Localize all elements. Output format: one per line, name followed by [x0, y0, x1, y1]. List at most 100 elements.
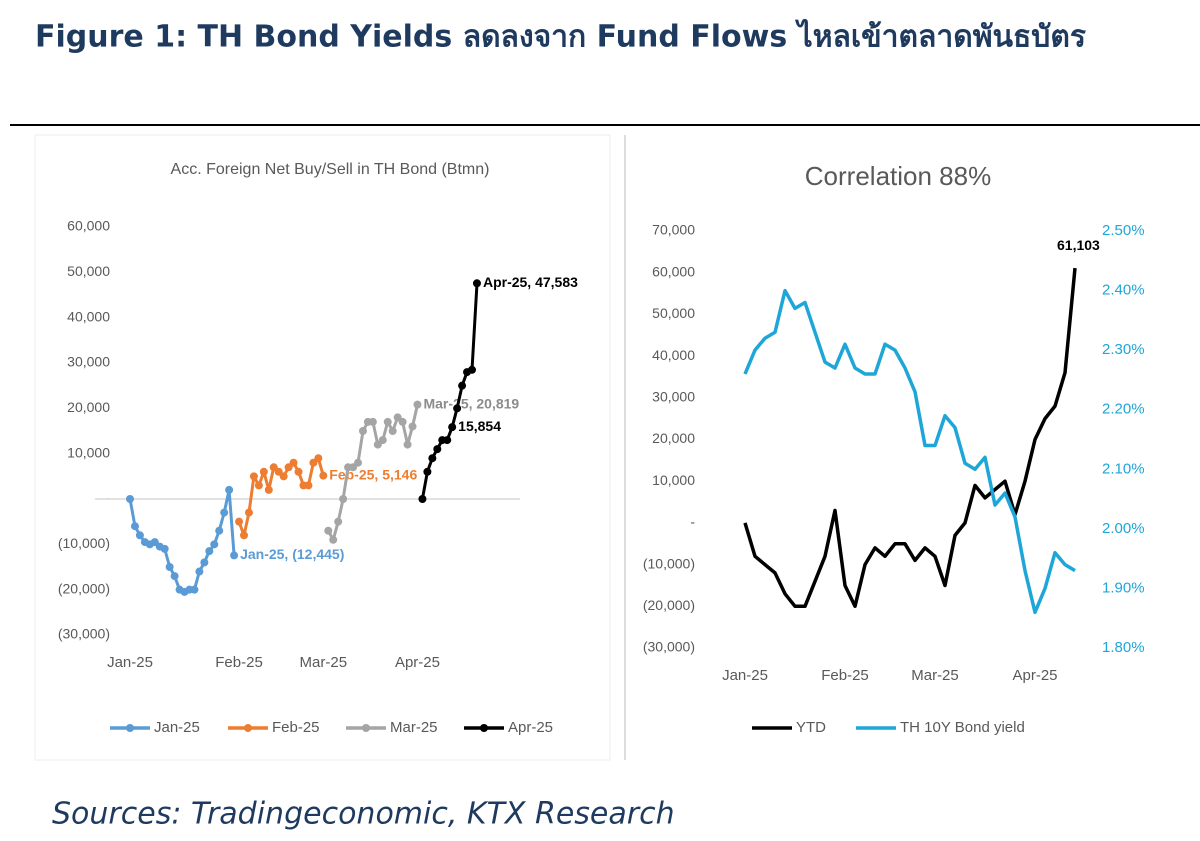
data-point: [240, 531, 248, 540]
y-tick-label: 20,000: [652, 430, 695, 446]
data-point: [254, 481, 263, 490]
data-point: [230, 551, 239, 560]
data-label: Jan-25, (12,445): [240, 546, 344, 562]
data-point: [433, 445, 442, 454]
series-line: [743, 288, 1076, 615]
data-point: [453, 404, 462, 413]
data-point: [215, 526, 224, 535]
x-tick-label: Feb-25: [215, 654, 263, 671]
y-tick-label: (30,000): [643, 639, 695, 655]
data-point: [403, 440, 412, 449]
x-tick-label: Feb-25: [821, 667, 869, 684]
data-point: [170, 572, 179, 581]
legend-marker: [362, 724, 370, 732]
data-point: [398, 417, 407, 426]
data-point: [304, 481, 313, 490]
data-point: [388, 427, 397, 435]
data-point: [126, 495, 134, 503]
y2-tick-label: 2.00%: [1102, 520, 1145, 537]
y2-tick-label: 2.10%: [1102, 460, 1145, 477]
data-point: [319, 471, 328, 480]
legend-label: Apr-25: [508, 719, 553, 736]
data-point: [443, 436, 452, 445]
y2-tick-label: 2.20%: [1102, 401, 1145, 418]
data-point: [165, 563, 174, 571]
data-point: [378, 436, 387, 445]
legend-label: Feb-25: [272, 719, 320, 736]
data-label: Feb-25, 5,146: [329, 466, 417, 482]
legend-label: Jan-25: [154, 719, 200, 736]
data-point: [289, 458, 298, 467]
series-line: [743, 267, 1077, 609]
y-tick-label: -: [105, 490, 110, 506]
chart-title: Correlation 88%: [805, 161, 991, 191]
data-point: [339, 495, 348, 503]
y-tick-label: -: [690, 514, 695, 530]
data-point: [135, 531, 144, 540]
y2-tick-label: 1.80%: [1102, 639, 1145, 656]
data-point: [329, 535, 338, 544]
legend-label: TH 10Y Bond yield: [900, 719, 1025, 736]
data-point: [220, 508, 229, 517]
source-note: Sources: Tradingeconomic, KTX Research: [52, 797, 675, 832]
y2-tick-label: 2.50%: [1102, 222, 1145, 239]
data-point: [428, 454, 437, 463]
data-point: [458, 381, 467, 390]
legend-label: YTD: [796, 719, 826, 736]
legend-marker: [126, 724, 134, 732]
legend-marker: [244, 724, 252, 732]
y-tick-label: 60,000: [652, 263, 695, 279]
figure-title: Figure 1: TH Bond Yields ลดลงจาก Fund Fl…: [35, 19, 1086, 55]
y2-tick-label: 1.90%: [1102, 579, 1145, 596]
data-point: [195, 567, 204, 576]
chart-title: Acc. Foreign Net Buy/Sell in TH Bond (Bt…: [171, 161, 490, 178]
data-point: [418, 495, 427, 503]
data-point: [249, 472, 258, 481]
data-point: [354, 458, 362, 467]
data-point: [200, 558, 209, 567]
data-point: [225, 485, 234, 494]
y-tick-label: (10,000): [58, 535, 110, 551]
data-point: [383, 417, 392, 426]
data-label: Mar-25, 20,819: [423, 395, 519, 411]
data-point: [259, 467, 268, 476]
data-point: [235, 517, 244, 526]
x-tick-label: Mar-25: [300, 654, 348, 671]
data-point: [358, 427, 367, 435]
legend-label: Mar-25: [390, 719, 438, 736]
y-tick-label: 70,000: [652, 222, 695, 238]
y2-tick-label: 2.30%: [1102, 341, 1145, 358]
data-point: [205, 547, 214, 556]
y-tick-label: (30,000): [58, 626, 110, 642]
data-point: [294, 467, 303, 476]
data-label: 61,103: [1057, 237, 1100, 253]
x-tick-label: Apr-25: [1012, 667, 1057, 684]
y-tick-label: 10,000: [67, 444, 110, 460]
data-point: [314, 454, 323, 463]
data-point: [472, 279, 481, 288]
x-tick-label: Jan-25: [722, 667, 768, 684]
data-point: [413, 400, 422, 409]
y-tick-label: 10,000: [652, 472, 695, 488]
data-point: [324, 526, 333, 535]
data-point: [368, 417, 377, 426]
data-label: Apr-25, 47,583: [483, 274, 578, 290]
data-point: [210, 540, 219, 549]
x-tick-label: Jan-25: [107, 654, 153, 671]
data-point: [423, 467, 432, 476]
y-tick-label: 60,000: [67, 218, 110, 234]
y-tick-label: (10,000): [643, 555, 695, 571]
x-tick-label: Apr-25: [395, 654, 440, 671]
y2-tick-label: 2.40%: [1102, 282, 1145, 299]
y-tick-label: 50,000: [652, 305, 695, 321]
data-label: 15,854: [458, 418, 501, 434]
data-point: [160, 544, 169, 553]
y-tick-label: 30,000: [67, 354, 110, 370]
y-tick-label: 50,000: [67, 263, 110, 279]
y-tick-label: (20,000): [643, 597, 695, 613]
left-panel: [34, 134, 611, 761]
y-tick-label: 20,000: [67, 399, 110, 415]
data-point: [468, 365, 476, 374]
